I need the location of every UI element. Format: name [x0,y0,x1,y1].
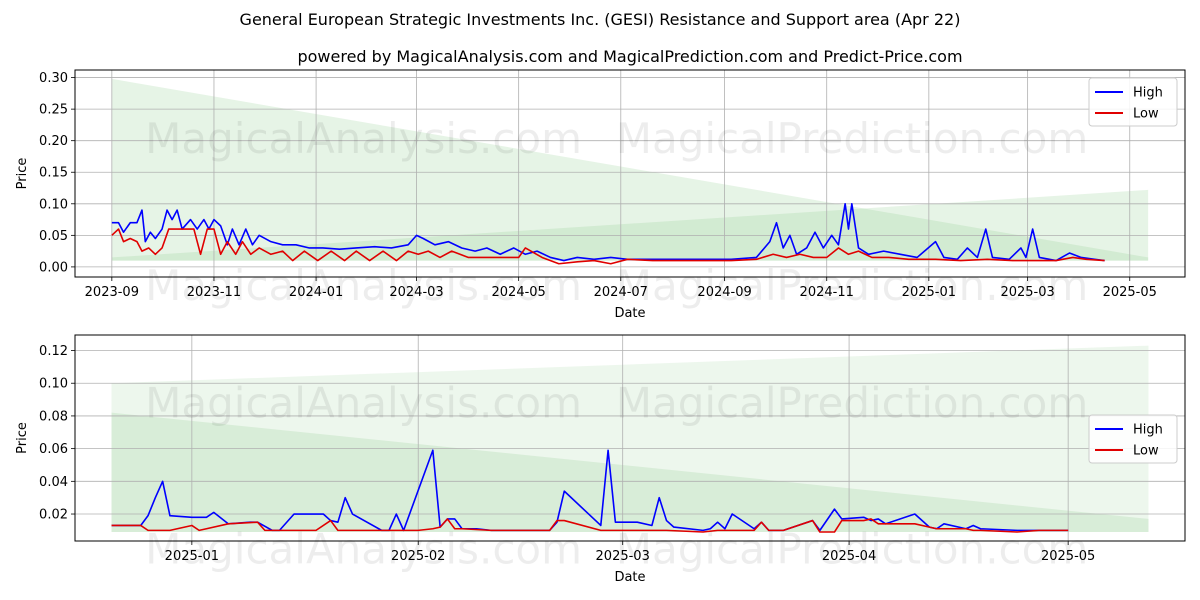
x-axis-label: Date [614,570,645,585]
legend-label-low: Low [1133,444,1159,459]
y-tick-label: 0.00 [39,260,68,275]
legend-label-high: High [1133,423,1163,438]
watermark-text: MagicalPrediction.com [616,261,1089,310]
support-band [111,345,1149,533]
top-chart-panel: 2023-09 2023-11 2024-01 2024-03 2024-05 2024-… [15,69,1186,321]
chart-subtitle: powered by MagicalAnalysis.com and Magic… [297,47,962,66]
bottom-chart-panel: 2025-01 2025-02 2025-03 2025-04 2025-05 0.02 0… [15,334,1186,585]
y-tick-label: 0.02 [39,508,68,523]
y-axis-label: Price [15,158,30,190]
y-tick-label: 0.05 [39,229,68,244]
x-tick-label: 2025-03 [1000,285,1054,300]
x-tick-label: 2025-02 [391,549,445,564]
watermark-text: MagicalPrediction.com [616,114,1089,163]
resistance-band [111,78,1149,261]
x-tick-label: 2024-09 [697,285,751,300]
low-series-line [111,518,1069,533]
y-tick-label: 0.06 [39,442,68,457]
legend: High Low [1088,414,1178,464]
y-axis-label: Price [15,422,30,454]
y-tick-label: 0.20 [39,134,68,149]
legend: High Low [1088,77,1178,127]
watermark-text: MagicalAnalysis.com [145,114,582,163]
x-tick-label: 2024-05 [492,285,546,300]
watermark-text: MagicalAnalysis.com [145,525,582,574]
watermark-text: MagicalAnalysis.com [145,261,582,310]
y-tick-label: 0.15 [39,166,68,181]
y-tick-label: 0.04 [39,475,68,490]
x-tick-label: 2024-01 [289,285,343,300]
high-series-line [111,202,1105,262]
watermark-text: MagicalPrediction.com [616,525,1089,574]
x-tick-label: 2025-01 [902,285,956,300]
chart-title: General European Strategic Investments I… [240,10,961,29]
y-tick-label: 0.10 [39,377,68,392]
y-tick-label: 0.12 [39,344,68,359]
low-series-line [111,228,1105,265]
x-tick-label: 2024-11 [800,285,854,300]
watermark-text: MagicalAnalysis.com [145,378,582,427]
legend-label-low: Low [1133,107,1159,122]
x-tick-label: 2024-07 [594,285,648,300]
watermark-text: MagicalPrediction.com [616,378,1089,427]
x-tick-label: 2023-09 [85,285,139,300]
support-band [111,189,1149,261]
y-tick-label: 0.30 [39,71,68,86]
x-axis-label: Date [614,306,645,321]
x-tick-label: 2023-11 [187,285,241,300]
x-tick-label: 2025-05 [1041,549,1095,564]
resistance-band [111,412,1149,533]
x-tick-label: 2024-03 [389,285,443,300]
x-tick-label: 2025-05 [1103,285,1157,300]
x-tick-label: 2025-01 [165,549,219,564]
plot-frame [74,69,1186,278]
y-tick-label: 0.25 [39,103,68,118]
legend-label-high: High [1133,86,1163,101]
x-tick-label: 2025-03 [596,549,650,564]
plot-frame [74,334,1186,542]
y-tick-label: 0.10 [39,197,68,212]
x-tick-label: 2025-04 [822,549,876,564]
y-tick-label: 0.08 [39,409,68,424]
